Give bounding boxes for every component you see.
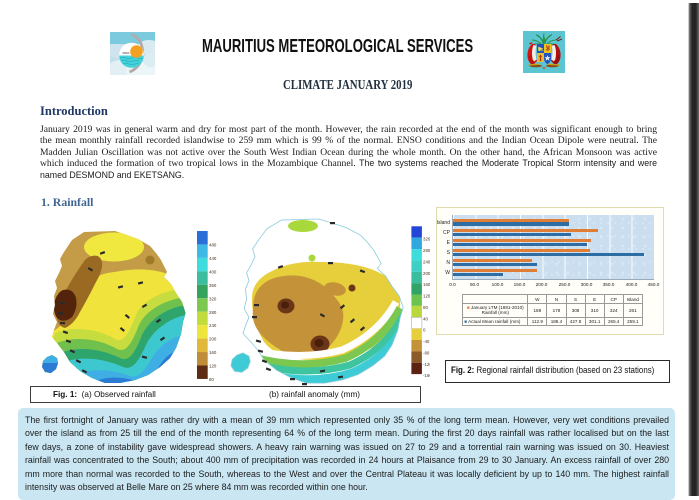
svg-text:200: 200 [209, 337, 217, 342]
svg-text:240: 240 [423, 259, 430, 264]
svg-text:280: 280 [209, 310, 217, 315]
svg-text:160: 160 [209, 350, 217, 355]
svg-text:120: 120 [423, 294, 430, 299]
svg-text:440: 440 [209, 256, 217, 261]
svg-text:200: 200 [423, 271, 430, 276]
svg-text:80: 80 [209, 377, 214, 382]
svg-text:40: 40 [423, 316, 428, 321]
svg-text:240: 240 [209, 323, 217, 328]
svg-text:120: 120 [209, 364, 217, 369]
svg-text:MMS: MMS [123, 51, 130, 55]
svg-text:-120: -120 [423, 362, 430, 367]
svg-text:360: 360 [209, 283, 217, 288]
svg-text:-40: -40 [423, 339, 430, 344]
svg-text:-80: -80 [423, 350, 430, 355]
svg-text:400: 400 [209, 269, 217, 274]
svg-text:80: 80 [423, 305, 428, 310]
svg-text:320: 320 [423, 237, 430, 242]
svg-text:160: 160 [423, 282, 430, 287]
svg-text:480: 480 [209, 243, 217, 248]
svg-text:-160: -160 [423, 373, 430, 378]
svg-text:0: 0 [423, 328, 426, 333]
svg-text:280: 280 [423, 248, 430, 253]
svg-text:320: 320 [209, 296, 217, 301]
